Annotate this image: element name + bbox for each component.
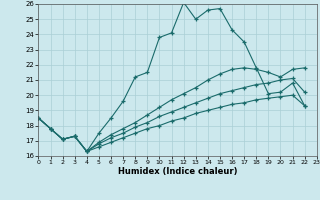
X-axis label: Humidex (Indice chaleur): Humidex (Indice chaleur) xyxy=(118,167,237,176)
